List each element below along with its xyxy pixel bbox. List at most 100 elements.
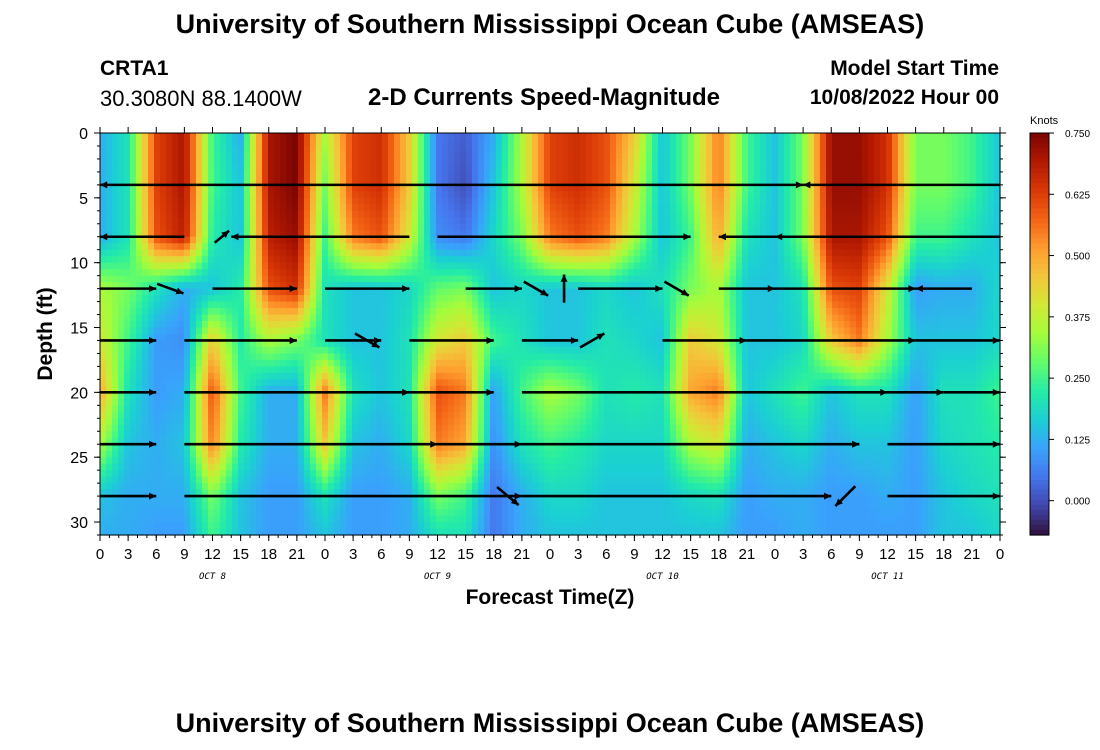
heatmap-cell — [586, 321, 593, 329]
heatmap-cell — [148, 230, 155, 238]
heatmap-cell — [160, 171, 167, 179]
heatmap-cell — [940, 282, 947, 290]
heatmap-cell — [382, 282, 389, 290]
heatmap-cell — [190, 243, 197, 251]
heatmap-cell — [532, 249, 539, 257]
heatmap-cell — [244, 197, 251, 205]
heatmap-cell — [826, 184, 833, 192]
heatmap-cell — [238, 334, 245, 342]
heatmap-cell — [634, 230, 641, 238]
heatmap-cell — [892, 321, 899, 329]
heatmap-cell — [370, 282, 377, 290]
heatmap-cell — [172, 223, 179, 231]
heatmap-cell — [844, 295, 851, 303]
heatmap-cell — [292, 314, 299, 322]
heatmap-cell — [166, 152, 173, 160]
heatmap-cell — [706, 288, 713, 296]
heatmap-cell — [466, 243, 473, 251]
heatmap-cell — [946, 334, 953, 342]
heatmap-cell — [496, 223, 503, 231]
heatmap-cell — [778, 269, 785, 277]
heatmap-cell — [166, 191, 173, 199]
heatmap-cell — [562, 321, 569, 329]
heatmap-cell — [226, 288, 233, 296]
heatmap-cell — [544, 288, 551, 296]
heatmap-cell — [400, 133, 407, 141]
heatmap-cell — [772, 133, 779, 141]
heatmap-cell — [898, 184, 905, 192]
heatmap-cell — [766, 314, 773, 322]
heatmap-cell — [460, 223, 467, 231]
heatmap-cell — [850, 133, 857, 141]
heatmap-cell — [958, 327, 965, 335]
heatmap-cell — [916, 301, 923, 309]
heatmap-cell — [412, 217, 419, 225]
heatmap-cell — [274, 158, 281, 167]
heatmap-cell — [814, 308, 821, 316]
heatmap-cell — [604, 133, 611, 141]
heatmap-cell — [730, 308, 737, 316]
heatmap-cell — [556, 171, 563, 179]
heatmap-cell — [226, 133, 233, 141]
heatmap-cell — [670, 139, 677, 147]
heatmap-cell — [430, 139, 437, 147]
heatmap-cell — [214, 210, 221, 218]
heatmap-cell — [268, 165, 275, 173]
heatmap-cell — [268, 178, 275, 186]
heatmap-cell — [346, 152, 353, 160]
heatmap-cell — [574, 295, 581, 303]
heatmap-cell — [388, 249, 395, 257]
heatmap-cell — [616, 262, 623, 270]
heatmap-cell — [352, 301, 359, 309]
heatmap-cell — [850, 275, 857, 283]
heatmap-cell — [640, 269, 647, 277]
heatmap-cell — [118, 295, 125, 303]
heatmap-cell — [382, 327, 389, 335]
heatmap-cell — [514, 184, 521, 192]
heatmap-cell — [850, 204, 857, 212]
heatmap-cell — [112, 184, 119, 192]
heatmap-cell — [556, 184, 563, 192]
heatmap-cell — [922, 249, 929, 257]
heatmap-cell — [508, 321, 515, 329]
heatmap-cell — [520, 275, 527, 283]
heatmap-cell — [934, 139, 941, 147]
heatmap-cell — [682, 269, 689, 277]
heatmap-cell — [334, 178, 341, 186]
heatmap-cell — [274, 191, 281, 199]
heatmap-cell — [718, 133, 725, 141]
heatmap-cell — [928, 197, 935, 205]
heatmap-cell — [916, 197, 923, 205]
heatmap-cell — [940, 178, 947, 186]
heatmap-cell — [856, 230, 863, 238]
heatmap-cell — [544, 191, 551, 199]
heatmap-cell — [172, 139, 179, 147]
heatmap-cell — [718, 191, 725, 199]
heatmap-cell — [154, 295, 161, 303]
heatmap-cell — [526, 249, 533, 257]
heatmap-cell — [730, 249, 737, 257]
heatmap-cell — [952, 314, 959, 322]
heatmap-cell — [298, 295, 305, 303]
heatmap-cell — [898, 191, 905, 199]
heatmap-cell — [118, 301, 125, 309]
heatmap-cell — [418, 197, 425, 205]
heatmap-cell — [820, 282, 827, 290]
heatmap-cell — [454, 145, 461, 154]
heatmap-cell — [382, 314, 389, 322]
heatmap-cell — [382, 236, 389, 244]
heatmap-cell — [148, 223, 155, 231]
heatmap-cell — [904, 230, 911, 238]
heatmap-cell — [274, 178, 281, 186]
heatmap-cell — [454, 301, 461, 309]
heatmap-cell — [904, 204, 911, 212]
heatmap-cell — [286, 133, 293, 141]
heatmap-cell — [202, 340, 209, 348]
heatmap-cell — [748, 275, 755, 283]
heatmap-cell — [370, 295, 377, 303]
heatmap-cell — [766, 249, 773, 257]
heatmap-cell — [880, 171, 887, 179]
heatmap-cell — [196, 236, 203, 244]
heatmap-cell — [352, 249, 359, 257]
heatmap-cell — [382, 295, 389, 303]
